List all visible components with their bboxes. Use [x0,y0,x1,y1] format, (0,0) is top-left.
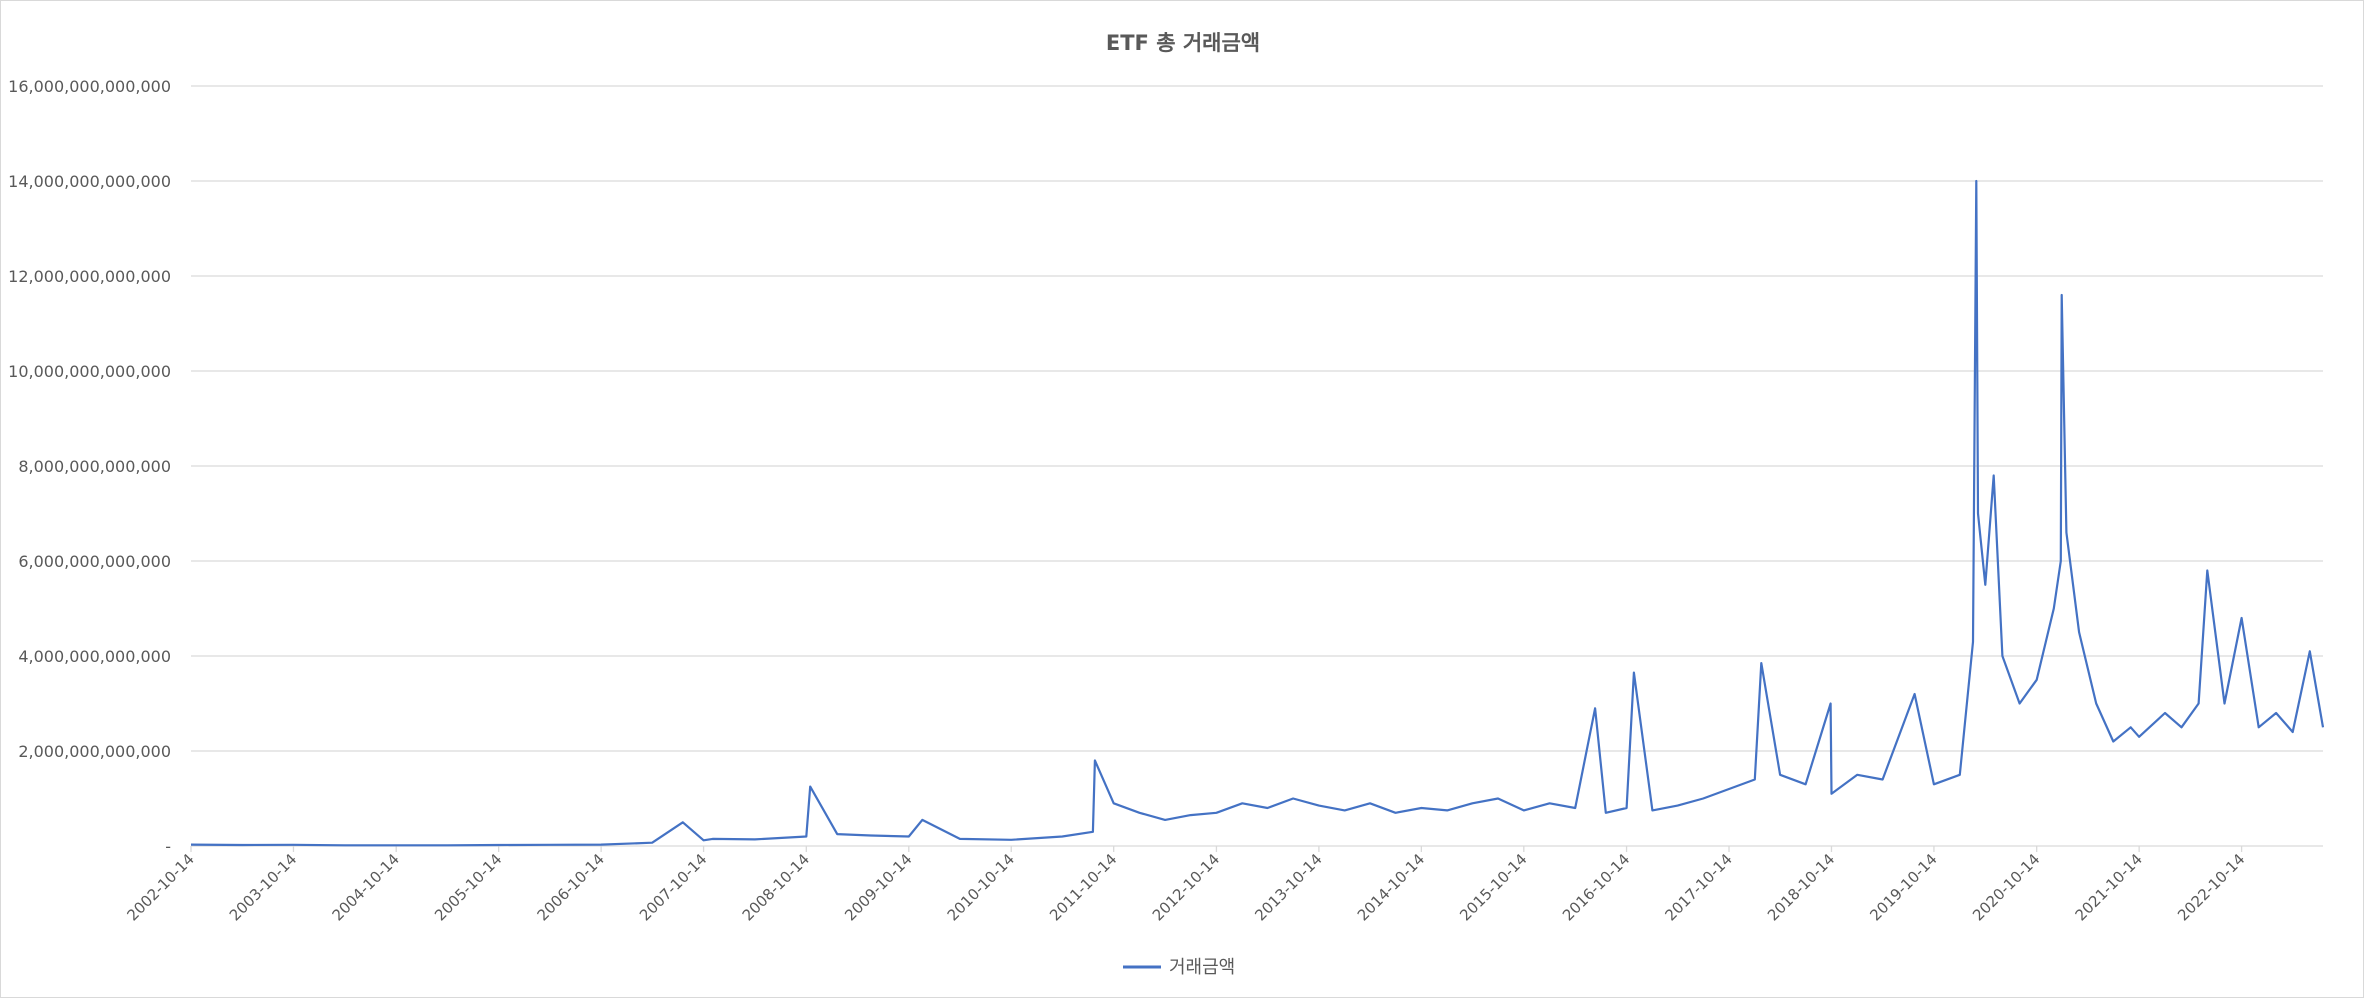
x-tick-label: 2006-10-14 [534,850,608,924]
x-tick-label: 2008-10-14 [739,850,813,924]
x-tick-label: 2018-10-14 [1764,850,1838,924]
x-tick-label: 2015-10-14 [1456,850,1530,924]
x-tick-label: 2022-10-14 [2174,850,2248,924]
y-tick-label: - [165,837,171,856]
y-tick-label: 8,000,000,000,000 [18,457,171,476]
series-line-거래금액 [191,181,2323,845]
x-tick-label: 2012-10-14 [1149,850,1223,924]
x-tick-label: 2014-10-14 [1354,850,1428,924]
y-tick-label: 6,000,000,000,000 [18,552,171,571]
y-tick-label: 10,000,000,000,000 [8,362,171,381]
x-tick-label: 2007-10-14 [636,850,710,924]
x-tick-label: 2020-10-14 [1969,850,2043,924]
y-tick-label: 2,000,000,000,000 [18,742,171,761]
x-tick-label: 2021-10-14 [2072,850,2146,924]
x-tick-label: 2013-10-14 [1251,850,1325,924]
y-tick-label: 16,000,000,000,000 [8,77,171,96]
legend: 거래금액 [1123,957,1235,978]
x-tick-label: 2011-10-14 [1046,850,1120,924]
x-tick-label: 2004-10-14 [329,850,403,924]
chart-title: ETF 총 거래금액 [1106,31,1260,55]
y-axis-tick-labels: - 2,000,000,000,000 4,000,000,000,000 6,000… [8,77,171,856]
x-axis-tick-labels: 2002-10-14 2003-10-14 2004-10-14 2005-10-14… [123,846,2248,924]
x-tick-label: 2002-10-14 [123,850,197,924]
x-tick-label: 2005-10-14 [431,850,505,924]
series-layer [191,181,2323,845]
x-tick-label: 2010-10-14 [944,850,1018,924]
x-tick-label: 2003-10-14 [226,850,300,924]
x-tick-label: 2019-10-14 [1866,850,1940,924]
x-tick-label: 2009-10-14 [841,850,915,924]
y-tick-label: 14,000,000,000,000 [8,172,171,191]
x-tick-label: 2017-10-14 [1661,850,1735,924]
y-tick-label: 4,000,000,000,000 [18,647,171,666]
y-tick-label: 12,000,000,000,000 [8,267,171,286]
legend-label: 거래금액 [1169,957,1235,978]
x-tick-label: 2016-10-14 [1559,850,1633,924]
